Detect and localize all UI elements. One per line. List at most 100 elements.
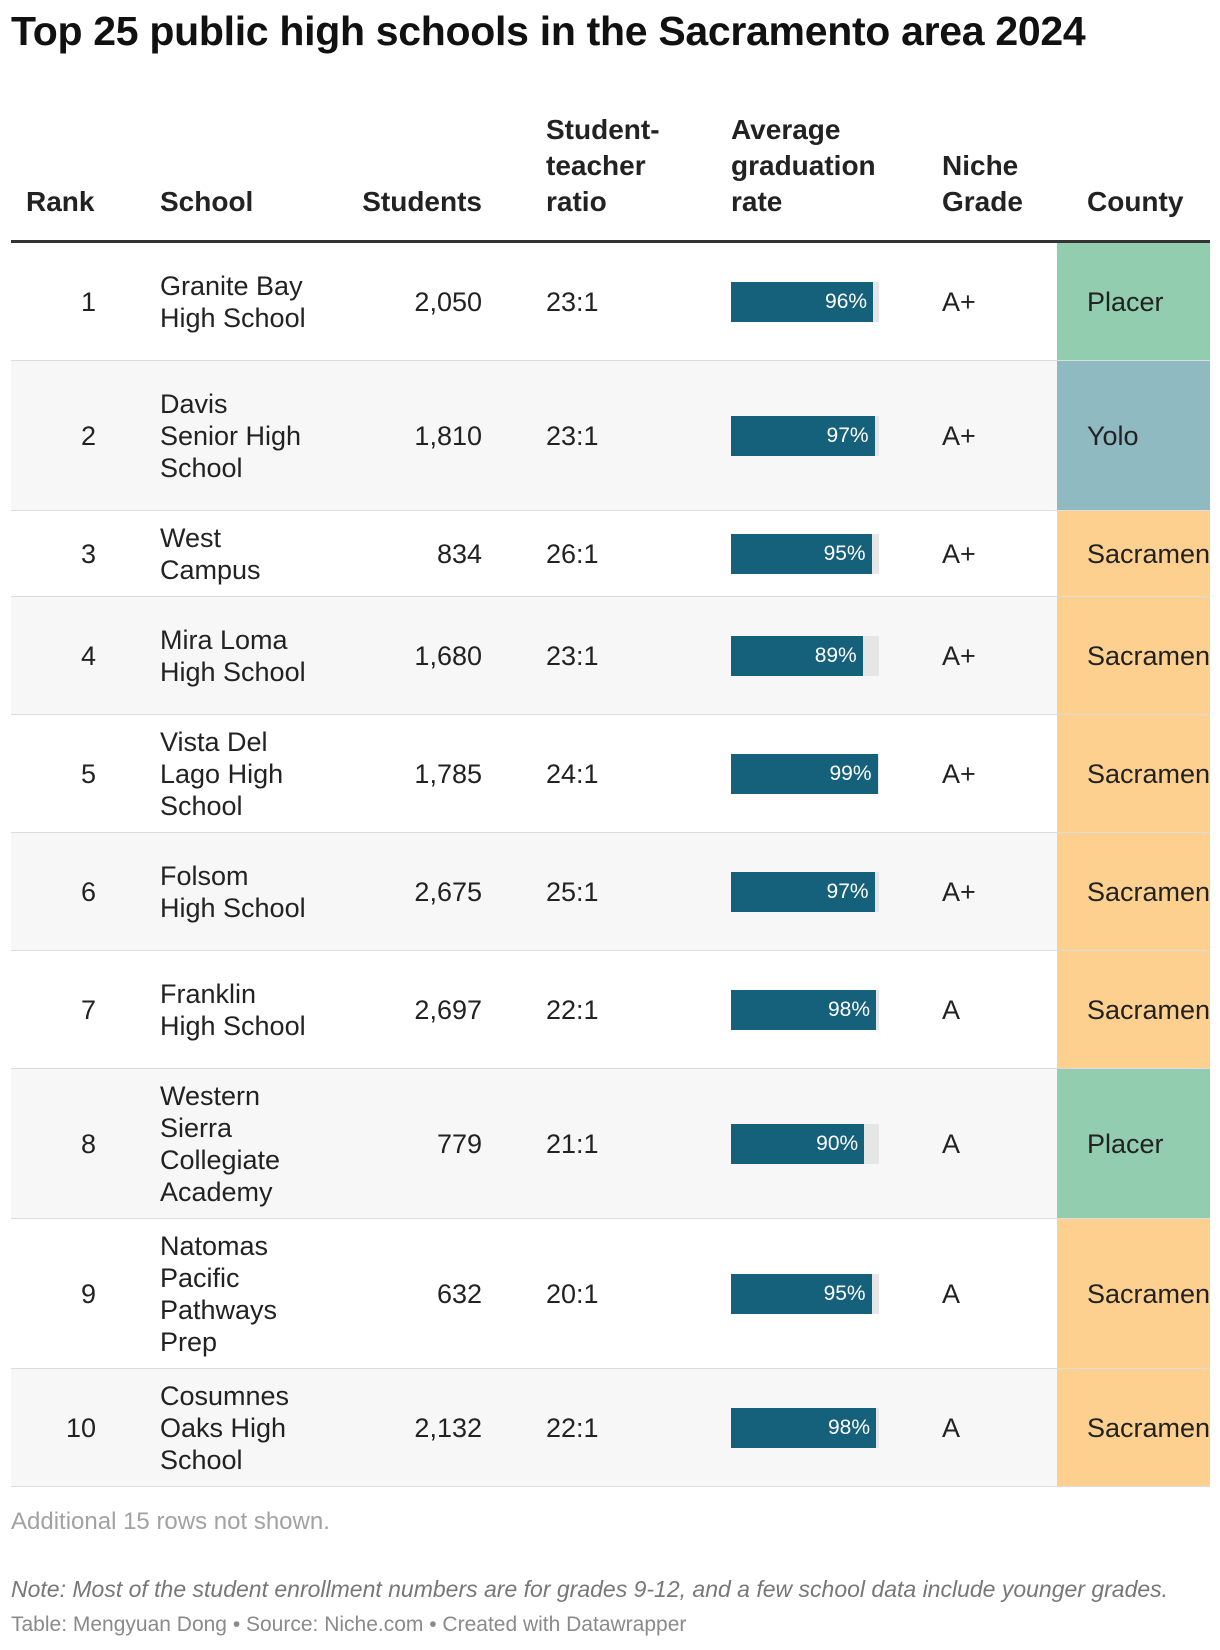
rank-cell: 2 xyxy=(80,420,96,451)
graduation-bar-label: 95% xyxy=(823,1282,866,1305)
county-cell: Placer xyxy=(1057,243,1210,361)
county-cell: Sacramento xyxy=(1057,715,1210,833)
county-cell: Placer xyxy=(1057,1069,1210,1219)
school-cell: Cosumnes Oaks High School xyxy=(160,1381,290,1475)
row-divider xyxy=(11,1368,1210,1369)
graduation-bar-label: 98% xyxy=(828,998,871,1021)
students-cell: 2,697 xyxy=(414,994,482,1025)
rank-cell: 3 xyxy=(80,538,96,569)
county-cell: Sacramento xyxy=(1057,511,1210,597)
students-cell: 834 xyxy=(436,538,482,569)
ratio-cell: 24:1 xyxy=(546,758,599,789)
niche-grade-cell: A+ xyxy=(942,758,976,789)
rank-cell: 9 xyxy=(80,1278,96,1309)
graduation-bar-label: 99% xyxy=(829,762,872,785)
row-background xyxy=(11,1369,1210,1487)
county-cell: Sacramento xyxy=(1057,833,1210,951)
rank-cell: 5 xyxy=(80,758,96,789)
niche-grade-cell: A+ xyxy=(942,286,976,317)
row-divider xyxy=(11,714,1210,715)
table-row: 1 Granite Bay High School 2,050 23:1 96% A+ Pl… xyxy=(0,243,1220,361)
graduation-bar: 98% xyxy=(731,990,877,1030)
graduation-bar: 97% xyxy=(731,416,875,456)
row-divider xyxy=(11,510,1210,511)
table-row: 7 Franklin High School 2,697 22:1 98% A Sacram… xyxy=(0,951,1220,1069)
ratio-cell: 23:1 xyxy=(546,286,599,317)
niche-grade-cell: A xyxy=(942,1412,961,1443)
row-background xyxy=(11,951,1210,1069)
table-row: 5 Vista Del Lago High School 1,785 24:1 99% A… xyxy=(0,715,1220,833)
graduation-rate-cell: 96% xyxy=(731,243,879,361)
graduation-bar-label: 96% xyxy=(825,290,868,313)
header-rank[interactable]: Rank xyxy=(26,186,95,217)
table-row: 4 Mira Loma High School 1,680 23:1 89% A+ Sacr… xyxy=(0,597,1220,715)
graduation-bar-track: 98% xyxy=(731,990,879,1030)
county-cell: Sacramento xyxy=(1057,1219,1210,1369)
ratio-cell: 20:1 xyxy=(546,1278,599,1309)
header-graduation-rate[interactable]: Average graduation rate xyxy=(731,114,876,217)
graduation-bar: 99% xyxy=(731,754,878,794)
header-school[interactable]: School xyxy=(160,186,254,217)
graduation-bar-track: 96% xyxy=(731,282,879,322)
county-cell: Sacramento xyxy=(1057,597,1210,715)
graduation-bar: 98% xyxy=(731,1408,877,1448)
header-divider xyxy=(11,240,1210,243)
graduation-rate-cell: 90% xyxy=(731,1069,879,1219)
niche-grade-cell: A+ xyxy=(942,420,976,451)
school-cell: West Campus xyxy=(160,523,261,585)
students-cell: 1,810 xyxy=(414,420,482,451)
rank-cell: 10 xyxy=(65,1412,96,1443)
header-students[interactable]: Students xyxy=(362,186,482,217)
students-cell: 2,675 xyxy=(414,876,482,907)
graduation-bar-track: 90% xyxy=(731,1124,879,1164)
header-student-teacher-ratio[interactable]: Student- teacher ratio xyxy=(546,114,660,217)
niche-grade-cell: A xyxy=(942,994,961,1025)
students-cell: 2,050 xyxy=(414,286,482,317)
graduation-rate-cell: 95% xyxy=(731,511,879,597)
rank-cell: 7 xyxy=(80,994,96,1025)
ratio-cell: 23:1 xyxy=(546,420,599,451)
graduation-bar: 95% xyxy=(731,534,872,574)
county-cell: Sacramento xyxy=(1057,951,1210,1069)
ratio-cell: 25:1 xyxy=(546,876,599,907)
row-divider xyxy=(11,360,1210,361)
row-divider xyxy=(11,832,1210,833)
school-cell: Vista Del Lago High School xyxy=(160,727,284,821)
hidden-rows-note: Additional 15 rows not shown. xyxy=(11,1508,330,1535)
niche-grade-cell: A xyxy=(942,1128,961,1159)
niche-grade-cell: A xyxy=(942,1278,961,1309)
table-header: Rank School Students Student- teacher ra… xyxy=(0,110,1220,238)
graduation-bar-track: 98% xyxy=(731,1408,879,1448)
table-row: 2 Davis Senior High School 1,810 23:1 97% A+ Y… xyxy=(0,361,1220,511)
header-county[interactable]: County xyxy=(1087,186,1184,217)
graduation-bar: 89% xyxy=(731,636,863,676)
graduation-bar-label: 89% xyxy=(814,644,857,667)
row-background xyxy=(11,243,1210,361)
county-cell: Yolo xyxy=(1057,361,1210,511)
graduation-rate-cell: 98% xyxy=(731,951,879,1069)
table-row: 8 Western Sierra Collegiate Academy 779 21:… xyxy=(0,1069,1220,1219)
graduation-rate-cell: 97% xyxy=(731,361,879,511)
graduation-bar-label: 98% xyxy=(828,1416,871,1439)
row-divider xyxy=(11,1486,1210,1487)
table-row: 3 West Campus 834 26:1 95% A+ Sacramento xyxy=(0,511,1220,597)
header-niche-grade[interactable]: Niche Grade xyxy=(942,150,1023,217)
ratio-cell: 26:1 xyxy=(546,538,599,569)
graduation-bar-track: 95% xyxy=(731,534,879,574)
graduation-rate-cell: 98% xyxy=(731,1369,879,1487)
table-row: 10 Cosumnes Oaks High School 2,132 22:1 98% A… xyxy=(0,1369,1220,1487)
row-background xyxy=(11,597,1210,715)
graduation-rate-cell: 97% xyxy=(731,833,879,951)
chart-title: Top 25 public high schools in the Sacram… xyxy=(11,8,1086,54)
graduation-bar-label: 90% xyxy=(816,1132,859,1155)
school-cell: Granite Bay High School xyxy=(160,271,306,333)
table-row: 6 Folsom High School 2,675 25:1 97% A+ Sacrame… xyxy=(0,833,1220,951)
rank-cell: 1 xyxy=(80,286,96,317)
table-body: 1 Granite Bay High School 2,050 23:1 96% A+ Pl… xyxy=(0,243,1220,1487)
rank-cell: 6 xyxy=(80,876,96,907)
school-cell: Davis Senior High School xyxy=(160,389,302,483)
graduation-rate-cell: 89% xyxy=(731,597,879,715)
graduation-bar-label: 95% xyxy=(823,542,866,565)
row-background xyxy=(11,833,1210,951)
graduation-bar-track: 95% xyxy=(731,1274,879,1314)
